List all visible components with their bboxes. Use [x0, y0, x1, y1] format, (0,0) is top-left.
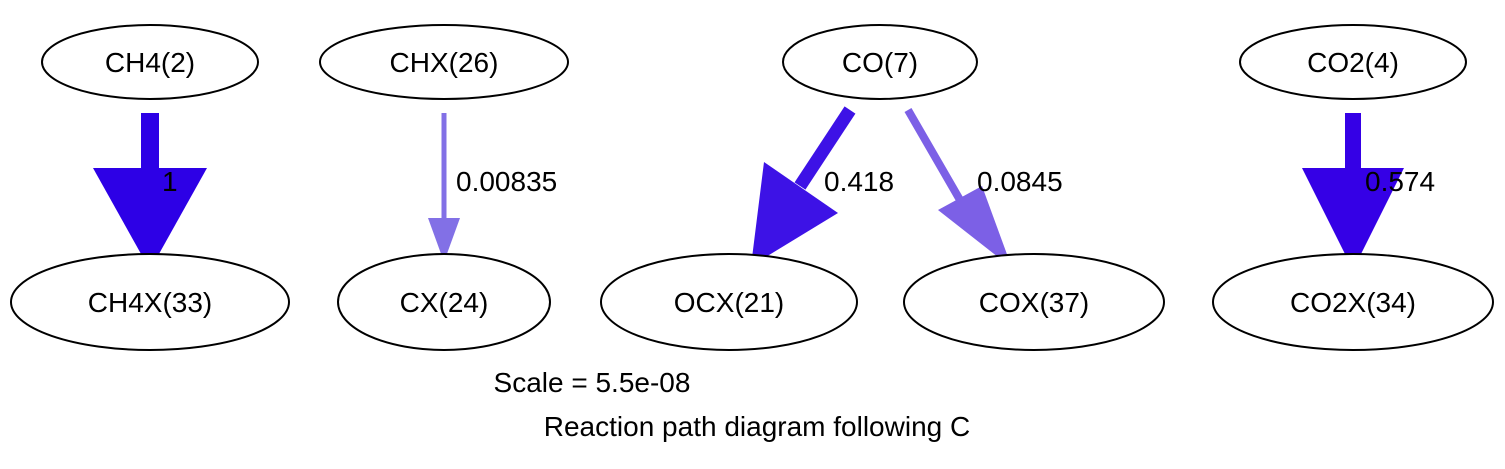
node-cx: CX(24)	[337, 253, 551, 351]
node-ellipse	[337, 253, 551, 351]
node-label: CO2(4)	[1307, 47, 1399, 78]
node-label: CO2X(34)	[1290, 287, 1416, 318]
node-ellipse	[782, 24, 978, 100]
edge-arrowhead	[428, 218, 460, 262]
edge-line	[904, 107, 964, 203]
edge-arrowhead	[938, 186, 1012, 268]
node-chx: CHX(26)	[319, 24, 569, 100]
edge-co-to-cox: 0.0845	[904, 107, 1063, 268]
edge-co-to-ocx: 0.418	[751, 106, 894, 266]
edge-label: 0.418	[824, 166, 894, 197]
node-label: CH4(2)	[105, 47, 195, 78]
node-ellipse	[41, 24, 259, 100]
node-co: CO(7)	[782, 24, 978, 100]
edge-arrowhead	[1302, 168, 1404, 270]
node-label: CHX(26)	[390, 47, 499, 78]
edge-label: 1	[162, 166, 178, 197]
node-co2: CO2(4)	[1239, 24, 1467, 100]
edge-arrowhead	[93, 168, 207, 270]
node-label: COX(37)	[979, 287, 1089, 318]
edge-chx-to-cx: 0.00835	[428, 113, 557, 262]
node-ellipse	[10, 253, 290, 351]
node-ocx: OCX(21)	[600, 253, 858, 351]
diagram-title: Reaction path diagram following C	[544, 411, 970, 442]
edge-co2-to-co2x: 0.574	[1302, 113, 1435, 270]
node-cox: COX(37)	[903, 253, 1165, 351]
edge-label: 0.00835	[456, 166, 557, 197]
node-label: CH4X(33)	[88, 287, 212, 318]
node-co2x: CO2X(34)	[1212, 253, 1494, 351]
node-label: CO(7)	[842, 47, 918, 78]
edge-line	[794, 106, 856, 190]
node-ellipse	[319, 24, 569, 100]
node-ellipse	[1239, 24, 1467, 100]
node-ellipse	[600, 253, 858, 351]
node-ellipse	[1212, 253, 1494, 351]
edge-ch4-to-ch4x: 1	[93, 113, 207, 270]
scale-label: Scale = 5.5e-08	[494, 367, 691, 398]
node-label: OCX(21)	[674, 287, 784, 318]
edge-label: 0.574	[1365, 166, 1435, 197]
node-ch4x: CH4X(33)	[10, 253, 290, 351]
node-ch4: CH4(2)	[41, 24, 259, 100]
node-ellipse	[903, 253, 1165, 351]
edge-label: 0.0845	[977, 166, 1063, 197]
diagram-caption: Scale = 5.5e-08 Reaction path diagram fo…	[494, 367, 971, 442]
edge-arrowhead	[751, 162, 838, 266]
node-label: CX(24)	[400, 287, 489, 318]
